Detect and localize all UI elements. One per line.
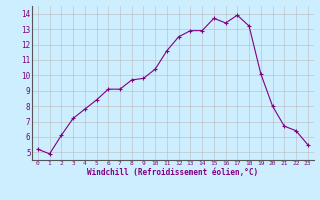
X-axis label: Windchill (Refroidissement éolien,°C): Windchill (Refroidissement éolien,°C)	[87, 168, 258, 177]
